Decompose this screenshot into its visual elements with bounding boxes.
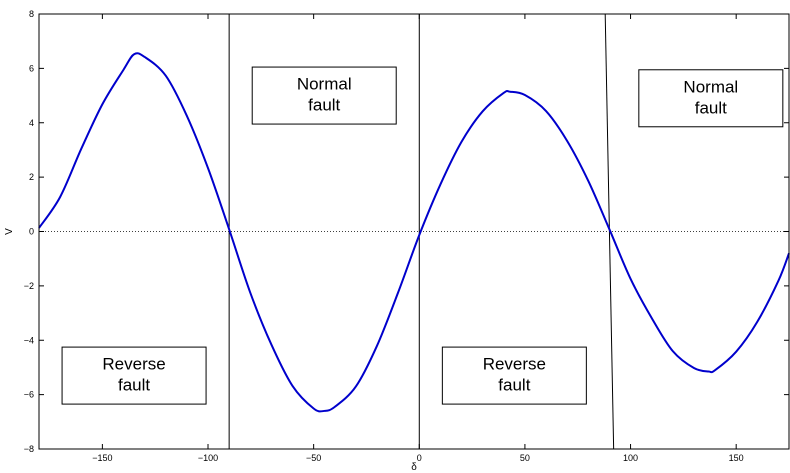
annotation-frame [61,346,207,405]
annotation-text: Reverse [483,355,546,374]
annotation-box-3: Reverse fault [61,346,207,405]
y-tick-label: 8 [29,9,34,19]
y-tick-label: −8 [24,444,34,454]
axis-ticks: −150 −100 −50 0 50 100 150 −8 −6 −4 −2 0 2 4 6 8 [24,9,789,463]
annotation-text: fault [118,376,150,395]
y-tick-label: −4 [24,335,34,345]
annotation-text: fault [498,376,530,395]
x-tick-label: 50 [520,453,530,463]
plot-area: NormalfaultNormalfaultReversefaultRevers… [38,13,790,450]
x-tick-label: −150 [92,453,112,463]
y-tick-label: −6 [24,390,34,400]
y-tick-label: −2 [24,281,34,291]
x-tick-label: 100 [623,453,638,463]
annotation-frame [251,66,397,125]
x-tick-label: −50 [306,453,321,463]
annotation-box-2: Normal fault [638,69,784,128]
y-tick-label: 4 [29,118,34,128]
x-tick-label: 0 [417,453,422,463]
y-tick-label: 2 [29,172,34,182]
annotation-frame [638,69,784,128]
annotation-text: fault [308,96,340,115]
annotation-frame [441,346,587,405]
annotation-box-1: Normal fault [251,66,397,125]
x-axis-label: δ [411,462,417,473]
y-tick-label: 6 [29,63,34,73]
annotation-text: Normal [683,77,738,96]
annotation-text: fault [695,98,727,117]
y-tick-label: 0 [29,227,34,237]
annotation-box-4: Reverse fault [441,346,587,405]
annotation-text: Reverse [102,355,165,374]
x-tick-label: −100 [198,453,218,463]
annotation-text: Normal [297,75,352,94]
y-axis-label: V [4,228,15,235]
x-tick-label: 150 [729,453,744,463]
series-line-1 [38,52,790,413]
